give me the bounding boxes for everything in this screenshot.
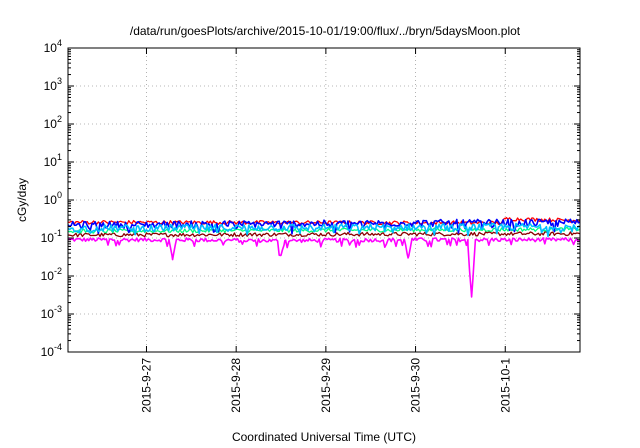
y-tick-label-exponent: 3 xyxy=(57,76,62,86)
y-tick-label-base: 10 xyxy=(44,193,58,207)
y-tick-label-exponent: 4 xyxy=(57,38,62,48)
y-tick-label-exponent: -1 xyxy=(54,228,62,238)
x-axis: 2015-9-27 2015-9-28 2015-9-29 2015-9-30 2015… xyxy=(139,48,512,413)
y-tick-label: 103 xyxy=(44,76,62,93)
series-line-5 xyxy=(67,222,581,238)
x-tick-label: 2015-9-27 xyxy=(139,358,153,413)
series-group xyxy=(67,216,581,298)
series-line-3 xyxy=(67,226,581,234)
y-tick-label-base: 10 xyxy=(41,231,55,245)
y-tick-label-base: 10 xyxy=(41,307,55,321)
y-tick-label: 10-2 xyxy=(41,266,62,283)
y-tick-label-base: 10 xyxy=(44,155,58,169)
y-tick-label: 10-1 xyxy=(41,228,62,245)
y-tick-label-exponent: 0 xyxy=(57,190,62,200)
y-tick-label-base: 10 xyxy=(44,79,58,93)
y-tick-label-base: 10 xyxy=(44,117,58,131)
y-tick-label-base: 10 xyxy=(41,345,55,359)
x-tick-label: 2015-9-28 xyxy=(229,358,243,413)
y-tick-label-base: 10 xyxy=(44,41,58,55)
y-tick-label: 100 xyxy=(44,190,62,207)
x-tick-label: 2015-9-30 xyxy=(409,358,423,413)
y-tick-label: 104 xyxy=(44,38,62,55)
y-tick-label-base: 10 xyxy=(41,269,55,283)
x-axis-label: Coordinated Universal Time (UTC) xyxy=(232,430,416,444)
chart-title: /data/run/goesPlots/archive/2015-10-01/1… xyxy=(130,24,521,38)
y-tick-label-exponent: -4 xyxy=(54,342,62,352)
series-line-1 xyxy=(67,231,581,238)
grid xyxy=(68,48,580,352)
y-tick-label: 102 xyxy=(44,114,62,131)
y-tick-label-exponent: -2 xyxy=(54,266,62,276)
series-line-0 xyxy=(67,237,581,298)
y-tick-label: 10-3 xyxy=(41,304,62,321)
y-tick-label: 101 xyxy=(44,152,62,169)
y-tick-label-exponent: 2 xyxy=(57,114,62,124)
y-tick-label-exponent: -3 xyxy=(54,304,62,314)
y-axis-label: cGy/day xyxy=(15,178,29,222)
x-tick-label: 2015-10-1 xyxy=(498,358,512,413)
y-tick-label-exponent: 1 xyxy=(57,152,62,162)
y-tick-label: 10-4 xyxy=(41,342,62,359)
x-tick-label: 2015-9-29 xyxy=(319,358,333,413)
